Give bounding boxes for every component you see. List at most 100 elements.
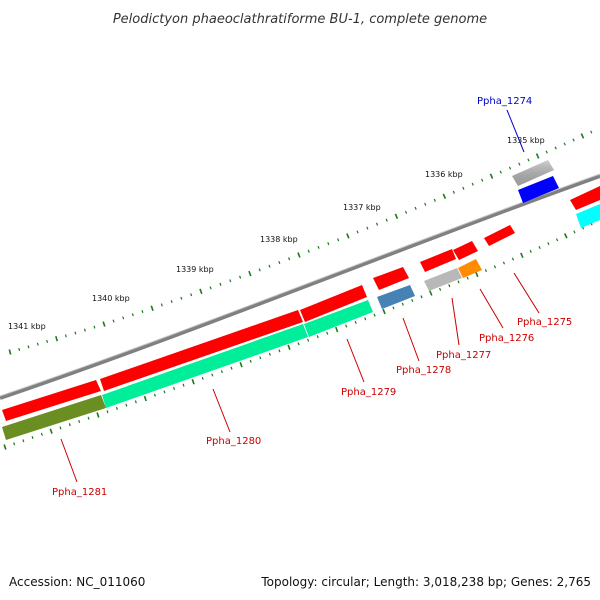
outer-scale-tick xyxy=(278,260,281,265)
gene-feature[interactable] xyxy=(576,204,600,228)
outer-scale-tick xyxy=(64,334,67,338)
gene-label-ppha-1275[interactable]: Ppha_1275 xyxy=(517,317,572,328)
outer-scale-tick xyxy=(375,222,379,226)
gene-label-ppha-1274[interactable]: Ppha_1274 xyxy=(477,96,532,107)
inner-scale-tick xyxy=(573,230,576,234)
gene-labels: Ppha_1274 Ppha_1275 Ppha_1276 Ppha_1277 … xyxy=(52,96,572,498)
gene-feature[interactable] xyxy=(518,176,559,203)
outer-scale-tick xyxy=(74,331,77,335)
inner-scale-tick xyxy=(153,393,156,397)
gene-feature[interactable] xyxy=(377,285,415,309)
inner-scale-tick xyxy=(96,412,100,418)
inner-scale-tick xyxy=(268,352,271,356)
inner-scale-tick xyxy=(563,233,568,239)
inner-scale-tick xyxy=(354,320,357,324)
inner-scale-tick xyxy=(439,287,442,291)
gene-feature[interactable] xyxy=(102,324,308,408)
outer-scale-tick xyxy=(8,349,12,355)
inner-scale-tick xyxy=(49,428,53,434)
outer-scale-tick xyxy=(433,198,436,202)
inner-scale-tick xyxy=(555,238,559,242)
inner-scale-tick xyxy=(22,439,25,443)
genome-backbone-highlight xyxy=(0,173,600,397)
gene-feature[interactable] xyxy=(100,310,303,391)
outer-scale-tick xyxy=(554,146,557,150)
inner-scale-tick xyxy=(249,359,252,363)
gene-feature[interactable] xyxy=(570,186,600,210)
gene-feature[interactable] xyxy=(2,380,101,421)
inner-scale-tick xyxy=(59,426,62,430)
gene-feature[interactable] xyxy=(420,249,456,272)
inner-scale-tick xyxy=(538,246,541,250)
inner-scale-tick xyxy=(392,306,395,310)
outer-scale-tick xyxy=(452,190,455,194)
outer-scale-tick xyxy=(36,342,39,346)
inner-scale-tick xyxy=(106,410,109,414)
outer-scale-tick xyxy=(518,162,521,166)
outer-scale-tick xyxy=(141,310,144,313)
gene-label-ppha-1281[interactable]: Ppha_1281 xyxy=(52,487,107,498)
inner-scale-tick xyxy=(457,280,460,284)
inner-scale-tick xyxy=(87,416,90,420)
inner-scale-tick xyxy=(259,356,262,360)
inner-scale-tick xyxy=(345,324,348,328)
inner-scale-tick xyxy=(40,432,43,436)
inner-scale-tick xyxy=(373,313,376,317)
outer-scale-tick xyxy=(327,242,330,246)
inner-scale-tick xyxy=(502,261,506,265)
gene-feature[interactable] xyxy=(300,285,367,322)
outer-scale-tick xyxy=(346,233,350,239)
outer-scale-tick xyxy=(209,286,212,290)
genome-summary-text: Topology: circular; Length: 3,018,238 bp… xyxy=(260,575,591,589)
inner-scale-tick xyxy=(201,376,204,380)
gene-feature[interactable] xyxy=(304,300,373,337)
outer-scale-tick xyxy=(160,303,163,307)
outer-scale-tick xyxy=(489,173,494,179)
outer-scale-tick xyxy=(366,226,369,230)
inner-scale-tick xyxy=(143,395,147,402)
outer-scale-tick xyxy=(288,257,291,261)
gene-feature[interactable] xyxy=(458,259,482,278)
gene-feature[interactable] xyxy=(2,395,106,440)
inner-scale-tick xyxy=(307,338,310,342)
outer-scale-tick xyxy=(122,316,125,320)
gene-feature[interactable] xyxy=(424,268,462,291)
inner-scale-tick xyxy=(511,257,515,261)
outer-scale-tick xyxy=(27,345,30,349)
inner-scale-ticks xyxy=(3,222,593,450)
outer-scale-tick xyxy=(590,130,593,134)
inner-scale-tick xyxy=(547,242,550,246)
outer-scale-tick xyxy=(112,319,115,323)
gene-feature[interactable] xyxy=(484,225,515,246)
reverse-strand-genes xyxy=(2,176,600,440)
gene-feature[interactable] xyxy=(453,241,478,260)
inner-scale-tick xyxy=(68,423,71,427)
gene-label-ppha-1276[interactable]: Ppha_1276 xyxy=(479,333,534,344)
gene-label-ppha-1279[interactable]: Ppha_1279 xyxy=(341,387,396,398)
inner-scale-tick xyxy=(466,276,469,280)
gene-label-ppha-1280[interactable]: Ppha_1280 xyxy=(206,436,261,447)
outer-scale-tick xyxy=(93,325,96,329)
inner-scale-tick xyxy=(316,335,319,339)
inner-scale-tick xyxy=(529,249,532,253)
outer-scale-tick xyxy=(150,305,154,311)
gene-label-ppha-1277[interactable]: Ppha_1277 xyxy=(436,350,491,361)
inner-scale-tick xyxy=(211,373,214,377)
outer-scale-tick xyxy=(190,293,193,297)
outer-scale-tick xyxy=(572,138,575,142)
forward-strand-genes xyxy=(2,160,600,421)
inner-scale-tick xyxy=(163,390,166,394)
inner-scale-tick xyxy=(411,298,414,303)
outer-scale-tick xyxy=(83,328,86,332)
inner-scale-tick xyxy=(429,290,433,296)
outer-scale-tick xyxy=(535,153,540,159)
gene-feature[interactable] xyxy=(373,267,409,290)
gene-feature[interactable] xyxy=(512,160,554,186)
gene-label-ppha-1278[interactable]: Ppha_1278 xyxy=(396,365,451,376)
inner-scale-tick xyxy=(191,379,195,385)
inner-scale-tick xyxy=(278,349,281,353)
scale-label-1335: 1335 kbp xyxy=(507,136,545,145)
inner-scale-tick xyxy=(134,400,137,404)
outer-scale-tick xyxy=(414,206,417,210)
